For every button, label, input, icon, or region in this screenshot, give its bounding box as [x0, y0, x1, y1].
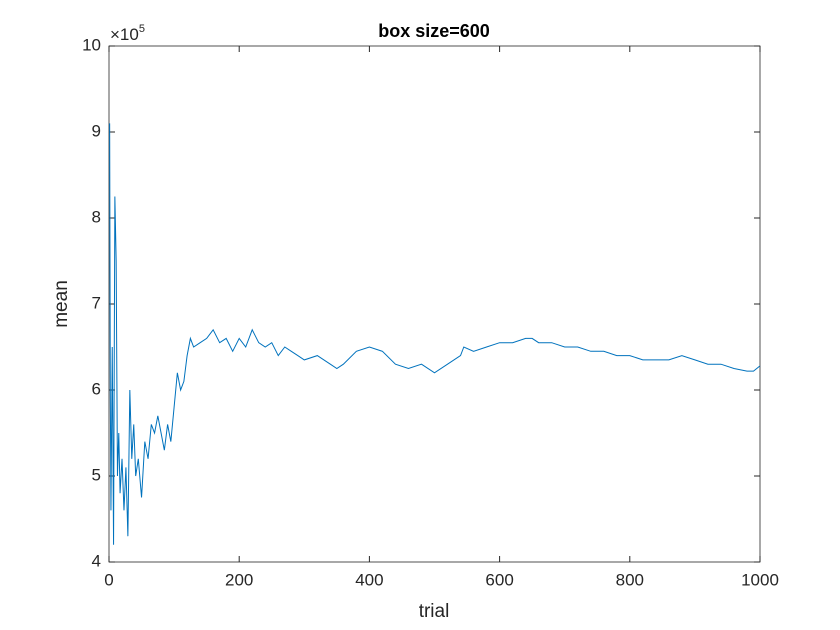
x-tick-label: 600 — [485, 570, 513, 589]
x-tick-label: 800 — [616, 570, 644, 589]
x-tick-label: 1000 — [741, 570, 779, 589]
multiplier-exponent: 5 — [139, 23, 145, 35]
y-tick-label: 10 — [82, 35, 101, 54]
data-line — [109, 123, 761, 545]
y-tick-label: 7 — [92, 293, 101, 312]
plot-area — [108, 45, 761, 563]
y-tick-label: 6 — [92, 379, 101, 398]
chart-title: box size=600 — [378, 21, 490, 41]
y-tick-label: 4 — [92, 551, 101, 570]
y-multiplier: ×105 — [110, 23, 145, 45]
y-tick-label: 9 — [92, 121, 101, 140]
y-axis-label: mean — [51, 280, 72, 328]
x-tick-label: 0 — [104, 570, 113, 589]
y-tick-label: 8 — [92, 207, 101, 226]
x-tick-label: 200 — [225, 570, 253, 589]
x-tick-label: 400 — [355, 570, 383, 589]
y-tick-label: 5 — [92, 465, 101, 484]
multiplier-base: ×10 — [110, 25, 139, 44]
x-axis-label: trial — [419, 601, 450, 622]
